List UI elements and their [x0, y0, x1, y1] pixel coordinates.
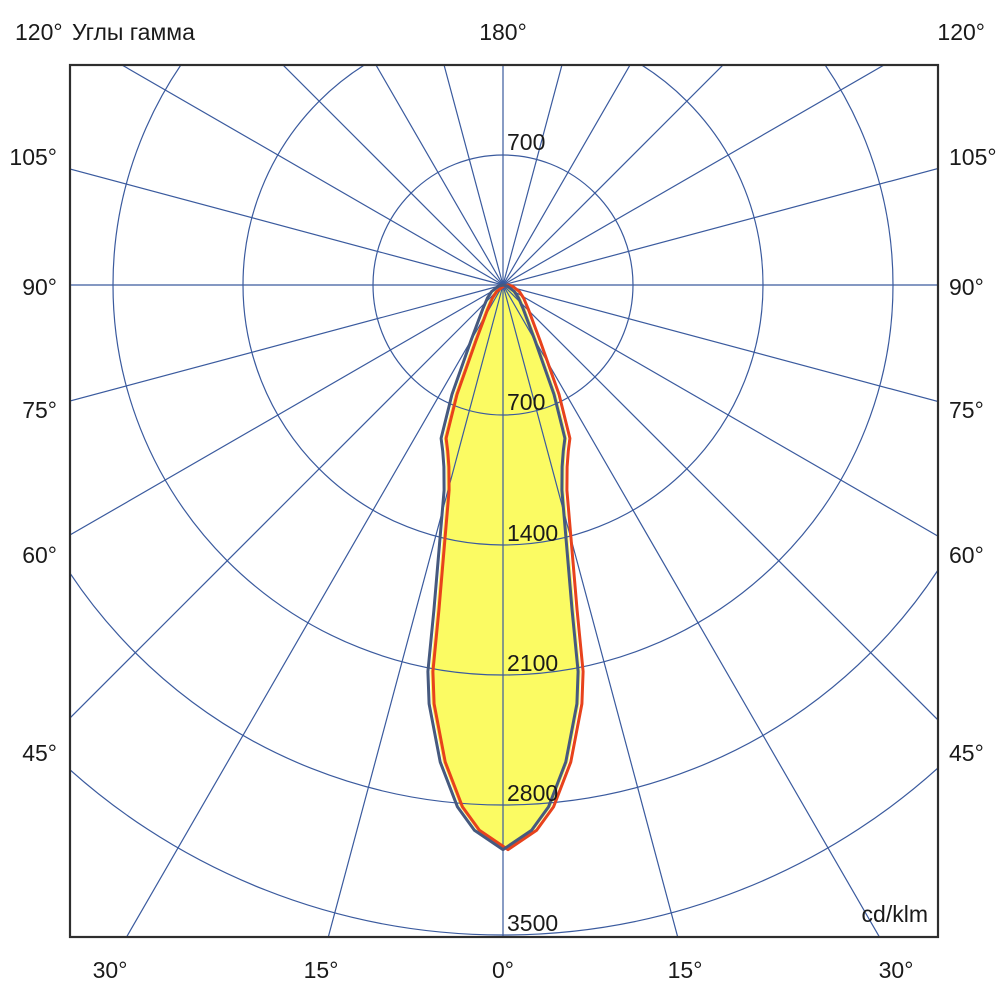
angle-label-bottom-15l: 15°	[304, 957, 339, 983]
ring-label-3500: 3500	[507, 910, 558, 936]
angle-label-bottom-30l: 30°	[93, 957, 128, 983]
angle-label-top-center: 180°	[479, 19, 527, 45]
angle-label-top-right: 120°	[937, 19, 985, 45]
unit-label: cd/klm	[862, 901, 928, 927]
angle-label-bottom-15r: 15°	[668, 957, 703, 983]
plot-border	[68, 63, 940, 939]
ring-label-1400: 1400	[507, 520, 558, 546]
chart-title: Углы гамма	[72, 19, 195, 45]
angle-label-left-105: 105°	[9, 144, 57, 170]
intensity-curves	[426, 283, 585, 852]
angle-label-top-left: 120°	[15, 19, 63, 45]
angle-label-bottom-30r: 30°	[879, 957, 914, 983]
angle-label-left-45: 45°	[22, 740, 57, 766]
ring-label-700-above: 700	[507, 129, 545, 155]
angle-label-right-45: 45°	[949, 740, 984, 766]
ring-label-2800: 2800	[507, 780, 558, 806]
angle-label-left-75: 75°	[22, 397, 57, 423]
angle-label-right-105: 105°	[949, 144, 997, 170]
beam-lobe-fill-layer	[430, 285, 581, 850]
ring-label-2100: 2100	[507, 650, 558, 676]
angle-label-right-75: 75°	[949, 397, 984, 423]
angle-label-right-60: 60°	[949, 542, 984, 568]
curve-red	[431, 283, 585, 852]
angle-label-left-60: 60°	[22, 542, 57, 568]
ring-label-700: 700	[507, 389, 545, 415]
curve-blue	[426, 283, 580, 852]
angle-label-bottom-0: 0°	[492, 957, 514, 983]
angle-label-left-90: 90°	[22, 274, 57, 300]
angle-label-right-90: 90°	[949, 274, 984, 300]
